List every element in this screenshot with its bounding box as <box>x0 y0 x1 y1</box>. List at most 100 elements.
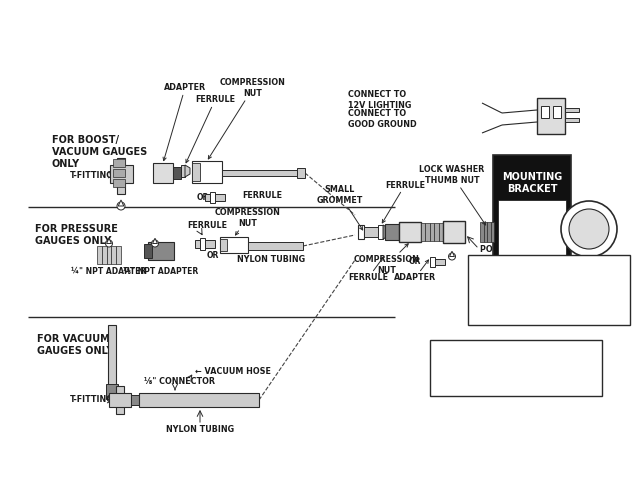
Bar <box>364 227 378 237</box>
Bar <box>113 179 125 187</box>
Bar <box>195 240 200 248</box>
Bar <box>106 384 118 399</box>
Bar <box>498 200 566 298</box>
Bar <box>116 386 124 414</box>
Text: OR: OR <box>207 250 219 259</box>
Bar <box>112 246 116 264</box>
Text: FERRULE: FERRULE <box>187 220 227 230</box>
Bar <box>378 225 383 239</box>
Polygon shape <box>106 238 112 244</box>
Bar <box>153 163 173 183</box>
Text: ⅛" NPT ADAPTER: ⅛" NPT ADAPTER <box>123 268 199 277</box>
Text: MOUNTING
BRACKET: MOUNTING BRACKET <box>502 172 562 194</box>
Text: FERRULE: FERRULE <box>242 191 282 201</box>
Polygon shape <box>185 165 190 177</box>
Bar <box>438 223 443 241</box>
Text: FERRULE: FERRULE <box>348 257 388 282</box>
Circle shape <box>449 253 456 260</box>
Bar <box>205 194 210 201</box>
Bar <box>385 224 399 240</box>
Text: ADAPTER: ADAPTER <box>394 260 436 282</box>
Bar <box>210 192 215 203</box>
Bar <box>222 170 297 176</box>
Bar <box>117 158 125 194</box>
Bar <box>200 238 205 250</box>
Text: FERRULE: FERRULE <box>382 180 425 223</box>
Text: T-FITTING: T-FITTING <box>70 171 113 179</box>
Bar <box>102 246 106 264</box>
Bar <box>181 165 185 177</box>
Bar <box>399 222 421 242</box>
Text: SMALL
GROMMET: SMALL GROMMET <box>317 185 363 230</box>
Circle shape <box>117 202 125 210</box>
Text: LOCK WASHER
THUMB NUT: LOCK WASHER THUMB NUT <box>419 165 486 225</box>
Text: FOR VACUUM
GAUGES ONLY: FOR VACUUM GAUGES ONLY <box>37 334 113 356</box>
Text: COMPRESSION
NUT: COMPRESSION NUT <box>215 208 281 235</box>
Bar <box>220 239 227 251</box>
Bar <box>131 395 139 405</box>
Text: USE TEFLON
SEALING COMPOUND
ON PIPE THREADS: USE TEFLON SEALING COMPOUND ON PIPE THRE… <box>466 352 564 384</box>
Bar <box>468 255 630 325</box>
Bar <box>109 393 131 407</box>
Bar <box>215 194 225 201</box>
Text: ADAPTER: ADAPTER <box>163 83 206 161</box>
Bar <box>490 222 494 242</box>
Bar <box>443 221 465 243</box>
Bar <box>358 225 364 239</box>
Bar <box>435 259 445 265</box>
Bar <box>205 240 215 248</box>
Text: CONNECT TO
GOOD GROUND: CONNECT TO GOOD GROUND <box>348 109 417 129</box>
Bar <box>192 163 199 181</box>
Text: FOR BOOST/
VACUUM GAUGES
ONLY: FOR BOOST/ VACUUM GAUGES ONLY <box>52 135 147 170</box>
Text: ⅛" CONNECTOR: ⅛" CONNECTOR <box>144 378 215 387</box>
Text: OR: OR <box>409 257 421 267</box>
Bar <box>106 246 112 264</box>
Bar <box>220 237 248 253</box>
Circle shape <box>569 209 609 249</box>
Text: CONNECT TO
12V LIGHTING: CONNECT TO 12V LIGHTING <box>348 90 412 110</box>
Text: T-FITTING: T-FITTING <box>70 395 113 404</box>
Text: PORT NUT: PORT NUT <box>480 245 526 253</box>
Bar <box>144 244 152 258</box>
Bar <box>483 222 487 242</box>
Bar <box>493 155 571 303</box>
Bar <box>541 106 549 118</box>
Bar <box>116 246 121 264</box>
Bar <box>97 246 102 264</box>
Bar <box>113 159 125 167</box>
Bar <box>434 223 438 241</box>
Text: NOTE:  DO NOT
LOOSEN PORT NUT
OR GAUGE MAY BE
DAMAGED.: NOTE: DO NOT LOOSEN PORT NUT OR GAUGE MA… <box>505 269 593 311</box>
Text: OR: OR <box>197 193 210 203</box>
Text: FOR PRESSURE
GAUGES ONLY: FOR PRESSURE GAUGES ONLY <box>35 224 118 246</box>
Bar <box>553 106 561 118</box>
Text: NYLON TUBING: NYLON TUBING <box>166 425 234 434</box>
Bar <box>430 257 435 267</box>
Bar <box>148 242 174 260</box>
Text: FERRULE: FERRULE <box>186 96 235 163</box>
Bar <box>248 242 303 250</box>
Bar <box>480 222 483 242</box>
Text: NYLON TUBING: NYLON TUBING <box>237 254 305 263</box>
Bar <box>430 340 602 396</box>
Bar <box>565 118 579 122</box>
Bar <box>537 98 565 134</box>
Polygon shape <box>118 200 124 206</box>
Bar <box>108 325 116 395</box>
Bar <box>113 169 125 177</box>
Text: ← VACUUM HOSE: ← VACUUM HOSE <box>195 367 271 377</box>
Text: COMPRESSION
NUT: COMPRESSION NUT <box>354 244 420 275</box>
Bar <box>110 165 133 183</box>
Bar <box>173 167 181 179</box>
Bar <box>565 108 579 112</box>
Circle shape <box>561 201 617 257</box>
Polygon shape <box>449 251 454 256</box>
Bar <box>426 223 430 241</box>
Bar <box>297 168 305 178</box>
Text: COMPRESSION
NUT: COMPRESSION NUT <box>208 78 286 159</box>
Bar <box>487 222 490 242</box>
Bar <box>192 161 222 183</box>
Circle shape <box>151 240 158 247</box>
Text: ¼" NPT ADAPTER: ¼" NPT ADAPTER <box>71 268 147 277</box>
Polygon shape <box>383 225 390 239</box>
Polygon shape <box>437 346 444 353</box>
